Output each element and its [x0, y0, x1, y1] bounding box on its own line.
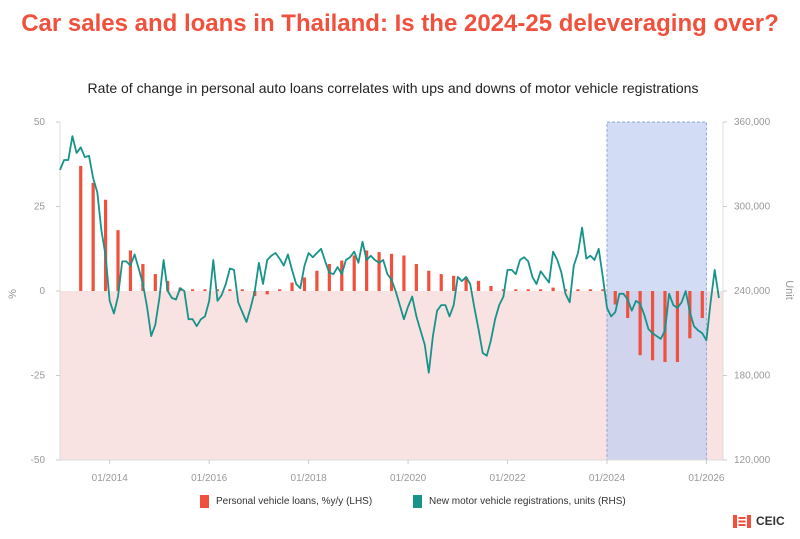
loan-bar [452, 275, 456, 291]
loan-bar [700, 291, 704, 319]
loan-bar [215, 289, 220, 291]
ceic-logo: CEIC [733, 514, 785, 528]
loan-bar [464, 277, 468, 291]
loan-bar [128, 250, 133, 291]
loan-bar [526, 289, 530, 291]
loan-bar [116, 230, 120, 291]
loan-bar [501, 289, 505, 291]
chart-title: Car sales and loans in Thailand: Is the … [21, 10, 779, 37]
x-tick-label: 01/2022 [489, 473, 526, 484]
loan-bar [352, 255, 356, 291]
loan-bar [79, 165, 83, 291]
ceic-logo-text: CEIC [756, 514, 785, 528]
loan-bar [638, 291, 642, 356]
x-tick-label: 01/2018 [291, 473, 328, 484]
loan-bar [389, 253, 394, 291]
loan-bar [290, 282, 294, 291]
loan-bar [91, 182, 95, 291]
loan-bar [377, 252, 381, 291]
legend-item-registrations[interactable]: New motor vehicle registrations, units (… [413, 495, 626, 508]
right-tick-label: 360,000 [734, 117, 771, 128]
loan-bar [203, 289, 207, 291]
loan-bar [278, 289, 282, 291]
loan-bar [414, 263, 418, 291]
registrations-line [59, 135, 720, 374]
left-tick-label: -25 [31, 371, 46, 382]
loan-bar [153, 274, 157, 291]
x-tick-label: 01/2020 [390, 473, 427, 484]
loan-bar [601, 289, 605, 291]
legend-swatch-registrations [413, 495, 422, 508]
x-tick-label: 01/2026 [688, 473, 725, 484]
loan-bar [265, 291, 269, 295]
loan-bar [141, 263, 145, 291]
loan-bar [439, 274, 443, 291]
left-tick-label: -50 [31, 455, 46, 466]
legend-label-loans: Personal vehicle loans, %y/y (LHS) [216, 496, 373, 507]
ceic-logo-icon [733, 514, 751, 528]
loan-bar [551, 287, 555, 291]
loan-bar [228, 289, 232, 291]
loan-bar [340, 260, 344, 291]
right-tick-label: 300,000 [734, 202, 771, 213]
loan-bar [489, 285, 493, 291]
loan-bar [365, 250, 369, 291]
loan-bar [315, 270, 319, 291]
loan-bar [675, 291, 680, 362]
left-axis-title: % [7, 289, 19, 299]
right-tick-label: 180,000 [734, 371, 771, 382]
legend-swatch-loans [200, 495, 209, 508]
loan-bar [327, 263, 331, 291]
loan-bar [514, 289, 518, 291]
right-tick-label: 120,000 [734, 455, 771, 466]
x-tick-label: 01/2016 [191, 473, 228, 484]
loan-bar [103, 199, 108, 291]
loan-bar [427, 270, 431, 291]
right-axis-title: Unit [783, 280, 795, 300]
loan-bar [539, 289, 543, 291]
loan-bar [476, 280, 481, 291]
highlight-period [606, 121, 707, 461]
loan-bar [402, 255, 406, 291]
loan-bar [302, 277, 307, 291]
legend-item-loans[interactable]: Personal vehicle loans, %y/y (LHS) [200, 495, 372, 508]
right-tick-label: 240,000 [734, 286, 771, 297]
chart-subtitle: Rate of change in personal auto loans co… [87, 80, 699, 96]
loan-bar [191, 289, 195, 291]
loan-bar [576, 289, 580, 291]
left-tick-label: 0 [39, 286, 45, 297]
loan-bar [626, 291, 630, 319]
loan-bar [650, 291, 655, 361]
left-tick-label: 25 [34, 202, 46, 213]
x-tick-label: 01/2014 [92, 473, 129, 484]
x-tick-label: 01/2024 [589, 473, 626, 484]
loan-bar [613, 291, 617, 305]
loan-bar [588, 289, 592, 291]
loan-bar [240, 289, 244, 291]
legend-label-registrations: New motor vehicle registrations, units (… [429, 496, 626, 507]
left-tick-label: 50 [34, 117, 46, 128]
